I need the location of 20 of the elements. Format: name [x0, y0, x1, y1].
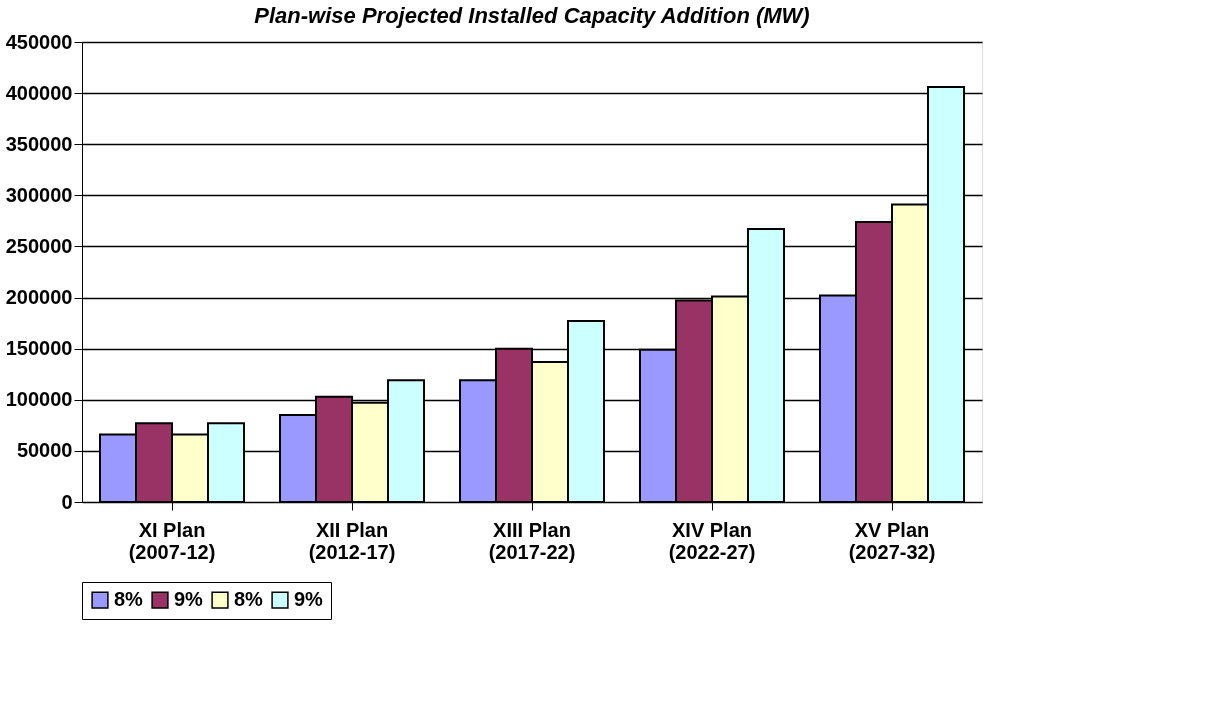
y-tick-label: 350000	[5, 132, 73, 155]
y-tick-label: 250000	[5, 234, 73, 257]
y-tick-label: 200000	[5, 286, 73, 309]
legend-label: 8%	[114, 588, 144, 611]
x-tick-label: XI Plan (2007-12)	[128, 518, 216, 563]
y-tick-label: 450000	[5, 30, 73, 53]
legend-label: 9%	[174, 588, 204, 611]
legend-label: 9%	[294, 588, 324, 611]
x-tick-label: XIV Plan (2022-27)	[668, 518, 756, 563]
y-tick-label: 50000	[16, 439, 73, 462]
y-tick-label: 400000	[5, 81, 73, 104]
y-tick-label: 300000	[5, 183, 73, 206]
y-tick-label: 0	[61, 490, 73, 513]
x-tick-label: XIII Plan (2017-22)	[488, 518, 576, 563]
legend-label: 8%	[234, 588, 264, 611]
x-tick-label: XII Plan (2012-17)	[308, 518, 396, 563]
chart-title: Plan-wise Projected Installed Capacity Addition (MW)	[254, 3, 810, 28]
x-tick-label: XV Plan (2027-32)	[848, 518, 936, 563]
y-tick-label: 150000	[5, 337, 73, 360]
y-tick-label: 100000	[5, 388, 73, 411]
